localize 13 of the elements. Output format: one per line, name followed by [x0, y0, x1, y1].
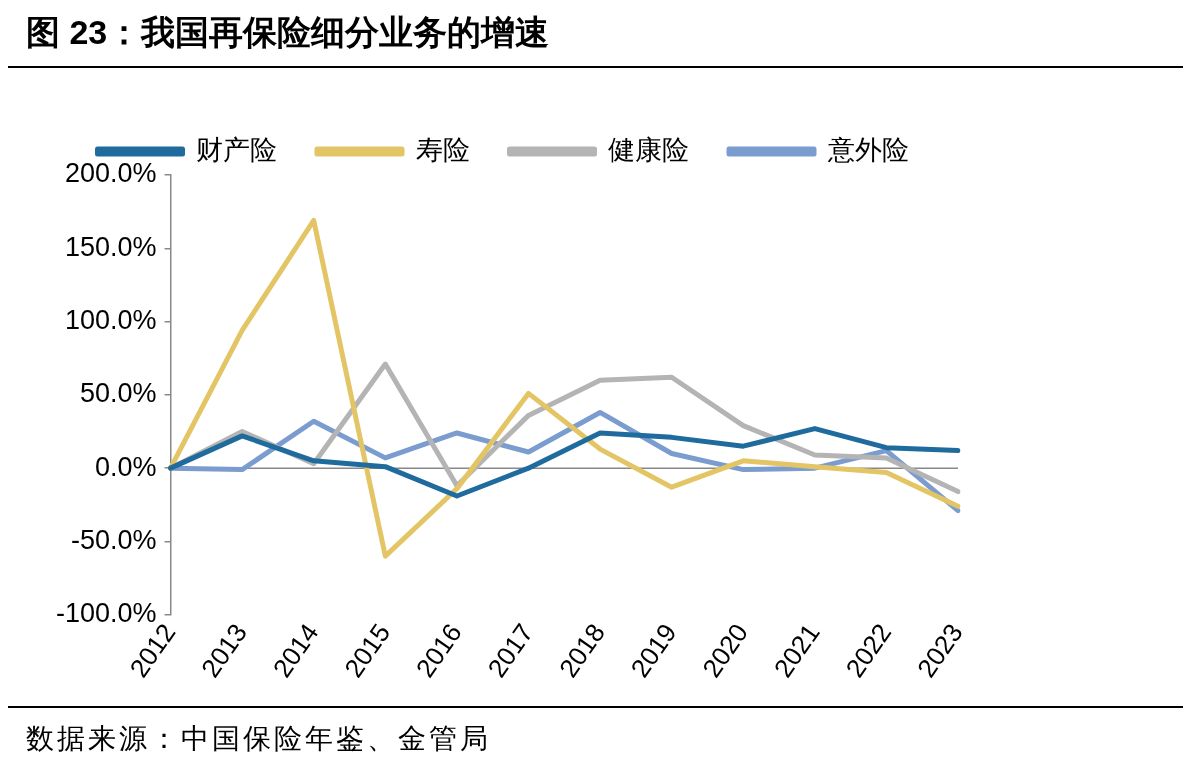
y-tick-label: 0.0%	[95, 451, 157, 482]
legend-label: 健康险	[608, 134, 689, 165]
legend-label: 意外险	[826, 134, 909, 165]
y-tick-label: 50.0%	[80, 378, 157, 409]
legend-label: 寿险	[415, 134, 470, 165]
y-tick-label: 150.0%	[64, 231, 157, 262]
legend-label: 财产险	[196, 134, 277, 165]
y-tick-label: -50.0%	[71, 524, 157, 555]
chart-title: 图 23：我国再保险细分业务的增速	[8, 8, 1183, 68]
y-tick-label: 100.0%	[64, 305, 157, 336]
y-tick-label: -100.0%	[55, 598, 157, 629]
y-tick-label: 200.0%	[64, 158, 157, 189]
source-note: 数据来源：中国保险年鉴、金管局	[26, 722, 492, 756]
